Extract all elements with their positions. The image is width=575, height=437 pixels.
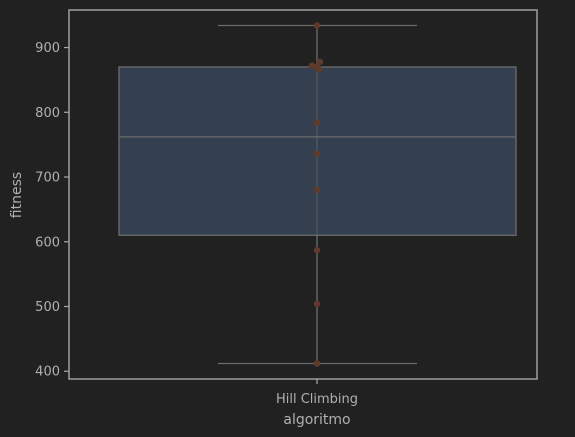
data-point: [313, 360, 321, 367]
y-tick-label: 800: [35, 106, 60, 121]
data-point: [313, 300, 321, 308]
y-tick-label: 700: [35, 171, 60, 186]
y-tick-label: 500: [35, 300, 60, 315]
data-point: [315, 66, 323, 73]
y-axis: 400 500 600 700 800 900: [35, 41, 69, 380]
data-point: [308, 62, 316, 69]
x-tick-label: Hill Climbing: [276, 392, 358, 407]
strip-points: [308, 22, 324, 367]
y-tick-label: 400: [35, 365, 60, 380]
x-axis-label: algoritmo: [283, 412, 350, 428]
data-point: [316, 58, 324, 66]
data-point: [313, 186, 321, 194]
x-axis: Hill Climbing: [276, 379, 358, 407]
data-point: [313, 150, 321, 158]
y-axis-label: fitness: [9, 172, 25, 218]
y-tick-label: 600: [35, 235, 60, 250]
data-point: [313, 119, 321, 126]
data-point: [313, 246, 321, 254]
data-point: [313, 22, 321, 29]
y-tick-label: 900: [35, 41, 60, 56]
plot-area: [118, 24, 517, 365]
axes-frame: [68, 9, 538, 380]
